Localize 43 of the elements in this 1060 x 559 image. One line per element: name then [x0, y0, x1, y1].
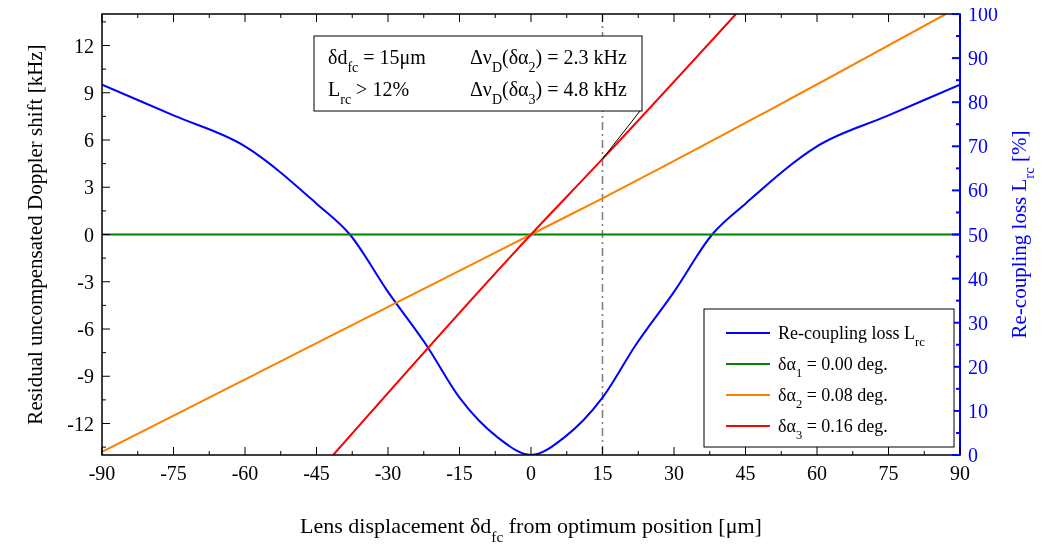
annotation: Δν$_{D}$(δα$_{2}$) = 2.3 kHz [470, 46, 627, 75]
y2-tick-label: 20 [968, 355, 988, 378]
y-tick-label: 0 [84, 223, 94, 246]
y2-tick-label: 90 [968, 47, 988, 70]
y2-tick-label: 0 [968, 444, 978, 466]
y-tick-label: -9 [77, 365, 94, 388]
x-tick-label: -60 [231, 462, 259, 484]
y-axis-title: Residual uncompensated Doppler shift [kHz] [23, 44, 47, 425]
x-axis-title: Lens displacement δd$_{fc}$ from optimum position [μm] [300, 513, 762, 545]
x-tick-label: 30 [664, 462, 684, 484]
y2-tick-label: 80 [968, 91, 988, 114]
legend-label: δα$_{3}$ = 0.16 deg. [778, 416, 888, 443]
x-tick-label: 90 [950, 462, 970, 484]
x-tick-label: -15 [446, 462, 473, 484]
legend-label: δα$_{2}$ = 0.08 deg. [778, 385, 888, 412]
x-tick-label: -90 [88, 462, 116, 484]
y2-tick-label: 50 [968, 223, 988, 246]
legend-label: δα$_{1}$ = 0.00 deg. [778, 354, 888, 381]
y-tick-label: 12 [74, 34, 94, 57]
x-tick-label: 75 [878, 462, 899, 484]
y-tick-label: 9 [84, 81, 94, 104]
y2-tick-label: 100 [968, 3, 998, 25]
y-tick-label: -12 [67, 412, 94, 435]
y2-tick-label: 10 [968, 399, 988, 422]
x-tick-label: -75 [160, 462, 187, 484]
x-tick-label: -45 [303, 462, 330, 484]
annotation: Δν$_{D}$(δα$_{3}$) = 4.8 kHz [470, 78, 627, 107]
y2-tick-label: 30 [968, 311, 988, 334]
y2-tick-label: 70 [968, 135, 988, 158]
y-tick-label: -6 [77, 318, 94, 340]
annotation: L$_{rc}$ > 12% [328, 78, 410, 107]
x-tick-label: -30 [374, 462, 402, 484]
y2-tick-label: 40 [968, 267, 988, 290]
x-tick-label: 15 [592, 462, 613, 484]
x-tick-label: 0 [526, 462, 536, 484]
legend-label: Re-coupling loss L$_{rc}$ [778, 323, 926, 350]
x-tick-label: 60 [807, 462, 827, 484]
x-tick-label: 45 [735, 462, 756, 484]
y2-tick-label: 60 [968, 179, 988, 202]
y-tick-label: 6 [84, 129, 94, 151]
y-tick-label: 3 [84, 176, 94, 199]
y-tick-label: -3 [77, 270, 94, 293]
annotation: δd$_{fc}$ = 15μm [328, 46, 427, 75]
